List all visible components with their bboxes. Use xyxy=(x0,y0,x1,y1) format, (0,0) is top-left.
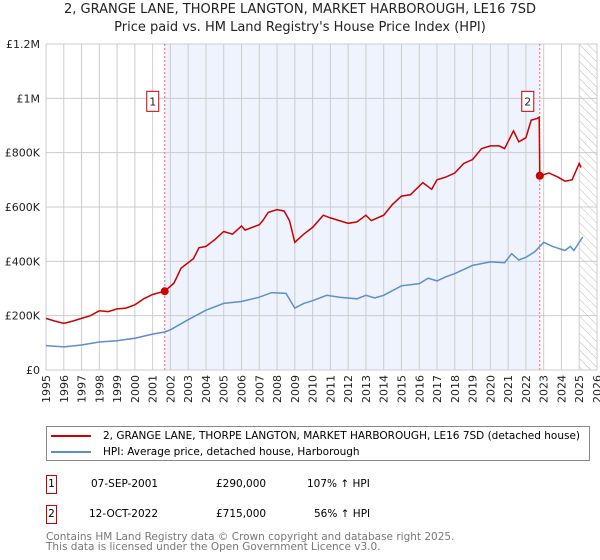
x-tick-label: 1998 xyxy=(93,375,106,403)
sale-label-box xyxy=(521,90,535,112)
y-tick-label: £1M xyxy=(17,92,41,105)
legend-swatch-hpi xyxy=(51,451,91,453)
transaction-badge: 1 xyxy=(46,475,57,494)
x-tick-label: 2008 xyxy=(271,375,284,403)
x-tick-label: 2003 xyxy=(182,375,195,403)
transaction-hpi-change: 107% ↑ HPI xyxy=(307,478,370,490)
series-line-property xyxy=(45,116,582,325)
x-tick-label: 2021 xyxy=(502,375,515,403)
x-tick-label: 2006 xyxy=(236,375,249,403)
transaction-date: 07-SEP-2001 xyxy=(91,478,159,490)
x-tick-label: 2004 xyxy=(200,375,213,403)
y-tick-label: £0 xyxy=(26,364,40,377)
series-line-hpi xyxy=(45,236,584,348)
footer-copyright: Contains HM Land Registry data © Crown c… xyxy=(46,531,455,543)
x-tick-label: 2025 xyxy=(573,375,586,403)
chart-title: 2, GRANGE LANE, THORPE LANGTON, MARKET H… xyxy=(63,2,537,17)
x-tick-label: 1997 xyxy=(76,375,89,403)
x-tick-label: 2015 xyxy=(395,375,408,403)
y-tick-label: £800K xyxy=(5,147,41,160)
transaction-date: 12-OCT-2022 xyxy=(89,508,158,520)
sale-point xyxy=(160,287,169,296)
x-tick-label: 2018 xyxy=(449,375,462,403)
sale-label: 1 xyxy=(149,95,156,108)
x-tick-label: 2022 xyxy=(520,375,533,403)
x-tick-label: 2023 xyxy=(538,375,551,403)
sale-label: 2 xyxy=(524,95,531,108)
transaction-price: £715,000 xyxy=(216,508,267,520)
x-tick-label: 2019 xyxy=(467,375,480,403)
x-tick-label: 2002 xyxy=(164,375,177,403)
x-tick-label: 1999 xyxy=(111,375,124,403)
footer-licence: This data is licensed under the Open Gov… xyxy=(46,541,381,553)
legend-item-property: 2, GRANGE LANE, THORPE LANGTON, MARKET H… xyxy=(51,428,580,444)
x-tick-label: 2010 xyxy=(307,375,320,403)
x-tick-label: 2000 xyxy=(129,375,142,403)
y-tick-label: £1.2M xyxy=(6,38,40,51)
x-tick-label: 2024 xyxy=(555,375,568,403)
x-tick-label: 2009 xyxy=(289,375,302,403)
x-tick-label: 2020 xyxy=(484,375,497,403)
sale-point xyxy=(535,171,544,180)
y-tick-label: £200K xyxy=(5,310,41,323)
y-tick-label: £400K xyxy=(5,255,41,268)
x-tick-label: 2017 xyxy=(431,375,444,403)
x-tick-label: 1995 xyxy=(40,375,53,403)
legend: 2, GRANGE LANE, THORPE LANGTON, MARKET H… xyxy=(46,426,590,461)
x-tick-label: 2007 xyxy=(253,375,266,403)
legend-label-property: 2, GRANGE LANE, THORPE LANGTON, MARKET H… xyxy=(103,430,581,442)
sale-label-box xyxy=(146,90,160,112)
legend-item-hpi: HPI: Average price, detached house, Harb… xyxy=(51,444,360,460)
x-tick-label: 2001 xyxy=(147,375,160,403)
transaction-hpi-change: 56% ↑ HPI xyxy=(314,508,371,520)
x-tick-label: 2013 xyxy=(360,375,373,403)
x-tick-label: 2005 xyxy=(218,375,231,403)
x-tick-label: 2011 xyxy=(324,375,337,403)
legend-swatch-property xyxy=(51,435,91,437)
y-tick-label: £600K xyxy=(5,201,41,214)
legend-label-hpi: HPI: Average price, detached house, Harb… xyxy=(103,446,360,458)
x-tick-label: 2012 xyxy=(342,375,355,403)
transaction-price: £290,000 xyxy=(216,478,267,490)
x-tick-label: 1996 xyxy=(58,375,71,403)
x-tick-label: 2026 xyxy=(591,375,600,403)
transaction-badge: 2 xyxy=(46,505,57,524)
price-chart: 1995 1996 1997 1998 1999 2000 2001 2002 2003 2004… xyxy=(5,38,600,403)
x-tick-label: 2016 xyxy=(413,375,426,403)
x-tick-label: 2014 xyxy=(378,375,391,403)
chart-subtitle: Price paid vs. HM Land Registry's House … xyxy=(114,20,486,35)
